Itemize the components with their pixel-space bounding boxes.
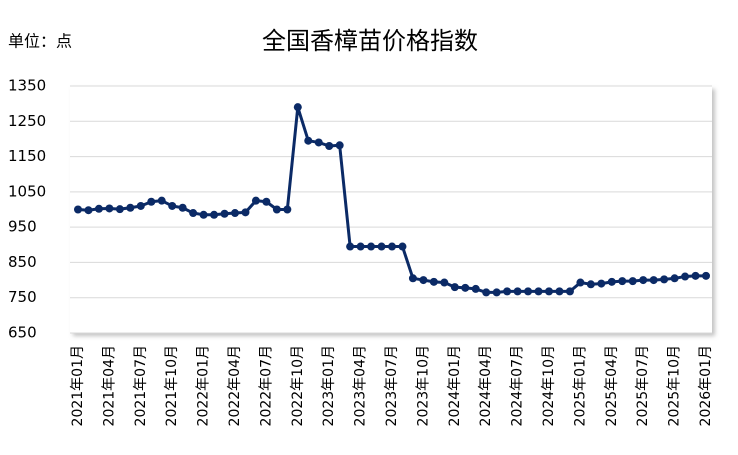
data-point	[178, 203, 187, 212]
x-tick-label: 2024年01月	[447, 345, 463, 426]
data-point	[367, 242, 376, 251]
data-point	[408, 274, 417, 283]
data-point	[157, 196, 166, 205]
x-tick-label: 2025年01月	[572, 345, 588, 426]
x-tick-label: 2021年04月	[101, 345, 117, 426]
data-point	[126, 203, 135, 212]
data-point	[231, 209, 239, 218]
data-point	[189, 209, 198, 218]
x-tick-label: 2025年04月	[604, 345, 620, 426]
data-point	[545, 287, 553, 296]
data-point	[461, 283, 470, 292]
data-point	[419, 276, 428, 285]
data-point	[565, 287, 574, 296]
data-point	[388, 242, 396, 251]
data-point	[576, 278, 585, 287]
data-point	[681, 272, 690, 281]
data-point	[534, 287, 543, 296]
x-tick-label: 2022年10月	[290, 345, 306, 426]
data-point	[398, 242, 407, 251]
data-point	[377, 242, 386, 251]
data-point	[356, 242, 365, 251]
data-point	[105, 204, 114, 213]
data-point	[555, 287, 564, 296]
y-tick-label: 1050	[8, 182, 46, 200]
data-point	[429, 277, 438, 286]
data-point	[639, 276, 648, 285]
x-tick-label: 2023年10月	[415, 345, 431, 426]
x-tick-label: 2021年07月	[133, 345, 149, 426]
x-tick-label: 2022年07月	[258, 345, 274, 426]
y-tick-label: 1350	[8, 77, 46, 95]
data-point	[304, 136, 313, 145]
data-point	[691, 271, 700, 280]
data-point	[597, 279, 606, 288]
data-point	[513, 287, 522, 296]
data-point	[586, 280, 595, 289]
x-tick-label: 2025年07月	[635, 345, 651, 426]
data-point	[649, 276, 658, 285]
data-point	[325, 141, 334, 150]
data-point	[524, 287, 533, 296]
data-point	[136, 201, 145, 210]
data-point	[283, 205, 292, 214]
data-point	[660, 275, 669, 284]
data-point	[251, 196, 260, 205]
x-tick-label: 2023年01月	[321, 345, 337, 426]
x-tick-label: 2025年10月	[667, 345, 683, 426]
y-tick-label: 750	[8, 288, 37, 306]
plot-area	[70, 86, 712, 333]
data-point	[335, 141, 344, 150]
y-tick-label: 950	[8, 218, 37, 236]
x-tick-label: 2021年01月	[70, 345, 86, 426]
data-point	[293, 103, 302, 112]
data-point	[702, 271, 710, 280]
x-tick-label: 2023年07月	[384, 345, 400, 426]
chart-title: 全国香樟苗价格指数	[262, 27, 478, 55]
unit-label: 单位：点	[8, 32, 72, 51]
data-point	[199, 210, 208, 219]
data-point	[241, 208, 250, 217]
x-tick-label: 2024年10月	[541, 345, 557, 426]
x-tick-label: 2022年01月	[196, 345, 212, 426]
data-point	[482, 288, 491, 297]
x-tick-label: 2024年04月	[478, 345, 494, 426]
x-tick-label: 2026年01月	[698, 345, 714, 426]
x-tick-label: 2021年10月	[164, 345, 180, 426]
data-point	[628, 277, 637, 286]
data-point	[168, 201, 177, 210]
data-point	[84, 206, 93, 215]
data-point	[74, 205, 82, 214]
data-point	[272, 205, 281, 214]
data-point	[220, 209, 229, 218]
data-point	[440, 278, 449, 287]
data-point	[147, 197, 156, 206]
data-point	[115, 205, 124, 214]
data-point	[314, 138, 323, 147]
data-point	[346, 242, 355, 251]
data-point	[492, 288, 501, 297]
data-point	[618, 277, 627, 286]
data-point	[607, 277, 616, 286]
x-tick-label: 2023年04月	[353, 345, 369, 426]
y-tick-label: 650	[8, 324, 37, 342]
data-point	[450, 283, 459, 292]
y-tick-label: 1150	[8, 147, 46, 165]
data-point	[210, 210, 219, 219]
data-point	[94, 204, 103, 213]
data-point	[503, 287, 512, 296]
x-tick-label: 2024年07月	[510, 345, 526, 426]
x-tick-label: 2022年04月	[227, 345, 243, 426]
y-tick-label: 850	[8, 253, 37, 271]
y-tick-label: 1250	[8, 112, 46, 130]
data-point	[471, 284, 480, 293]
data-point	[670, 274, 679, 283]
data-point	[262, 197, 271, 206]
